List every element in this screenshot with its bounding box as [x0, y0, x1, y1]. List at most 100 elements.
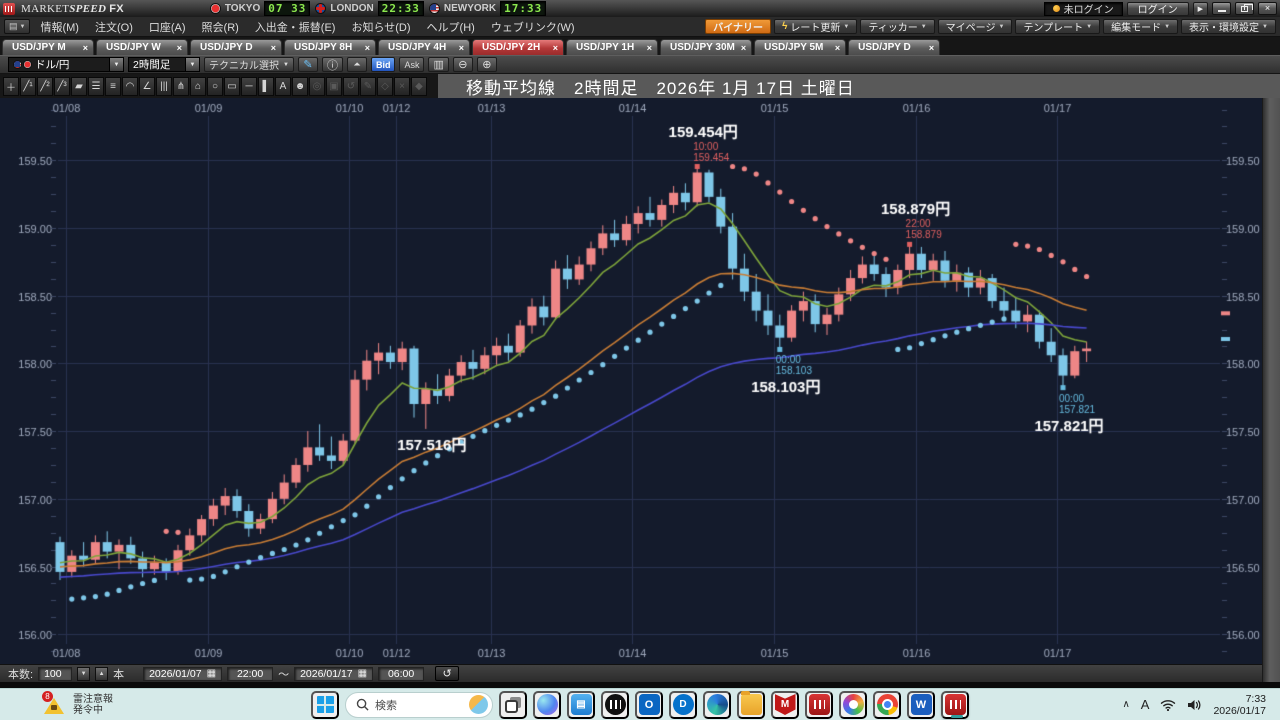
copilot-icon[interactable] — [533, 690, 561, 719]
tab-close-icon[interactable]: × — [364, 42, 370, 53]
rate-refresh-button[interactable]: ϟ レート更新 ▼ — [774, 19, 858, 34]
count-down-button[interactable]: ▼ — [77, 666, 91, 681]
tab-usd-jpy-8h-3[interactable]: USD/JPY 8H × — [284, 39, 376, 55]
technical-select-button[interactable]: テクニカル選択 ▼ — [204, 57, 294, 72]
menu-item-5[interactable]: お知らせ(D) — [351, 21, 411, 34]
from-time-input[interactable]: 22:00 — [227, 666, 274, 681]
menu-item-0[interactable]: 情報(M) — [40, 21, 79, 34]
dell-icon[interactable]: D — [669, 690, 697, 719]
ms-store-icon[interactable]: ▤ — [567, 690, 595, 719]
to-time-input[interactable]: 06:00 — [378, 666, 425, 681]
price-chart-canvas[interactable] — [0, 98, 1262, 664]
mcafee-icon[interactable]: M — [771, 690, 799, 719]
word-icon[interactable]: W — [907, 690, 935, 719]
calendar-icon[interactable]: ▦ — [357, 667, 368, 679]
trading-app-icon[interactable] — [601, 690, 629, 719]
volume-icon[interactable] — [1187, 699, 1202, 711]
tab-usd-jpy-1h-6[interactable]: USD/JPY 1H × — [566, 39, 658, 55]
edit-mode-button[interactable]: 編集モード ▼ — [1103, 19, 1179, 34]
tab-close-icon[interactable]: × — [270, 42, 276, 53]
tab-close-icon[interactable]: × — [834, 42, 841, 53]
menu-item-6[interactable]: ヘルプ(H) — [426, 21, 475, 34]
taskbar-weather-widget[interactable]: 8 雷注意報 発令中 — [42, 691, 113, 716]
minimize-button[interactable] — [1212, 2, 1231, 15]
marketspeed-fx-icon[interactable] — [941, 690, 969, 719]
wifi-icon[interactable] — [1160, 699, 1176, 711]
marketspeed-icon[interactable] — [805, 690, 833, 719]
outlook-icon[interactable]: O — [635, 690, 663, 719]
draw-pencil-button[interactable]: ✎ — [297, 57, 318, 72]
marker-icon[interactable]: ☻ — [292, 76, 308, 96]
menu-item-3[interactable]: 照会(R) — [201, 21, 239, 34]
parallel-lines-icon[interactable]: ☰ — [88, 76, 104, 96]
menu-item-4[interactable]: 入出金・振替(E) — [254, 21, 336, 34]
from-date-input[interactable]: 2026/01/07 ▦ — [143, 666, 223, 681]
start-button[interactable] — [311, 690, 339, 719]
bar-count-input[interactable]: 100 — [38, 666, 73, 681]
tab-usd-jpy-m-0[interactable]: USD/JPY M × — [2, 39, 94, 55]
taskbar-search[interactable]: 検索 — [345, 691, 493, 718]
menu-item-2[interactable]: 口座(A) — [148, 21, 186, 34]
tab-close-icon[interactable]: × — [552, 42, 558, 53]
grid-settings-button[interactable]: ▥ — [428, 57, 449, 72]
tab-close-icon[interactable]: × — [928, 42, 935, 53]
ime-indicator[interactable]: A — [1140, 697, 1150, 712]
trendline-1-icon[interactable]: ╱¹ — [20, 76, 36, 96]
display-settings-button[interactable]: 表示・環境設定 ▼ — [1181, 19, 1276, 34]
tab-close-icon[interactable]: × — [740, 42, 747, 53]
multi-lines-icon[interactable]: ≡ — [105, 76, 121, 96]
tab-close-icon[interactable]: × — [646, 42, 652, 53]
zoom-in-button[interactable]: ⊕ — [476, 57, 497, 72]
login-button[interactable]: ログイン — [1126, 1, 1189, 16]
restore-button[interactable] — [1235, 2, 1254, 15]
calendar-icon[interactable]: ▦ — [206, 667, 217, 679]
tray-chevron-icon[interactable]: ∧ — [1122, 699, 1130, 710]
zoom-out-button[interactable]: ⊖ — [452, 57, 473, 72]
chrome-icon[interactable] — [873, 690, 901, 719]
tab-close-icon[interactable]: × — [458, 42, 464, 53]
vertical-grid-icon[interactable]: ||| — [156, 76, 172, 96]
fibonacci-arc-icon[interactable]: ◠ — [122, 76, 138, 96]
task-view-icon[interactable] — [499, 690, 527, 719]
vertical-line-icon[interactable]: ▌ — [258, 76, 274, 96]
pitchfork-icon[interactable]: ⋔ — [173, 76, 189, 96]
fan-lines-icon[interactable]: ∠ — [139, 76, 155, 96]
pentagon-icon[interactable]: ⌂ — [190, 76, 206, 96]
count-up-button[interactable]: ▲ — [95, 666, 109, 681]
pair-select[interactable]: ドル/円 ▼ — [8, 57, 124, 72]
ruler-icon[interactable]: ▰ — [71, 76, 87, 96]
trendline-2-icon[interactable]: ╱² — [37, 76, 53, 96]
close-button[interactable]: × — [1258, 2, 1277, 15]
bid-button[interactable]: Bid — [370, 57, 396, 72]
chart-type-button[interactable]: ⏶ — [346, 57, 367, 72]
tab-close-icon[interactable]: × — [176, 42, 182, 53]
horizontal-line-icon[interactable]: ─ — [241, 76, 257, 96]
tab-usd-jpy-2h-5[interactable]: USD/JPY 2H × — [472, 39, 564, 55]
file-explorer-icon[interactable] — [737, 690, 765, 719]
menu-grip-button[interactable]: ▤ ▼ — [4, 19, 31, 34]
rectangle-icon[interactable]: ▭ — [224, 76, 240, 96]
tab-usd-jpy-d-9[interactable]: USD/JPY D × — [848, 39, 941, 55]
tab-usd-jpy-5m-8[interactable]: USD/JPY 5M × — [754, 39, 847, 55]
timeframe-select[interactable]: 2時間足 ▼ — [128, 57, 200, 72]
template-button[interactable]: テンプレート ▼ — [1015, 19, 1101, 34]
trendline-3-icon[interactable]: ╱³ — [54, 76, 70, 96]
tab-usd-jpy-w-1[interactable]: USD/JPY W × — [96, 39, 188, 55]
crosshair-icon[interactable]: ＋ — [3, 76, 19, 96]
binary-button[interactable]: バイナリー — [705, 19, 772, 34]
tab-usd-jpy-4h-4[interactable]: USD/JPY 4H × — [378, 39, 470, 55]
menu-item-1[interactable]: 注文(O) — [94, 21, 133, 34]
paint-icon[interactable] — [839, 690, 867, 719]
text-label-icon[interactable]: A — [275, 76, 291, 96]
to-date-input[interactable]: 2026/01/17 ▦ — [294, 666, 374, 681]
login-expand-button[interactable]: ▶ — [1192, 1, 1208, 16]
mypage-button[interactable]: マイページ ▼ — [937, 19, 1013, 34]
range-reset-button[interactable]: ↺ — [435, 666, 460, 681]
ask-button[interactable]: Ask — [399, 57, 425, 72]
tab-close-icon[interactable]: × — [82, 42, 88, 53]
menu-item-7[interactable]: ウェブリンク(W) — [490, 21, 575, 34]
edge-icon[interactable] — [703, 690, 731, 719]
ellipse-icon[interactable]: ○ — [207, 76, 223, 96]
tab-usd-jpy-d-2[interactable]: USD/JPY D × — [190, 39, 282, 55]
taskbar-clock[interactable]: 7:33 2026/01/17 — [1213, 693, 1266, 717]
